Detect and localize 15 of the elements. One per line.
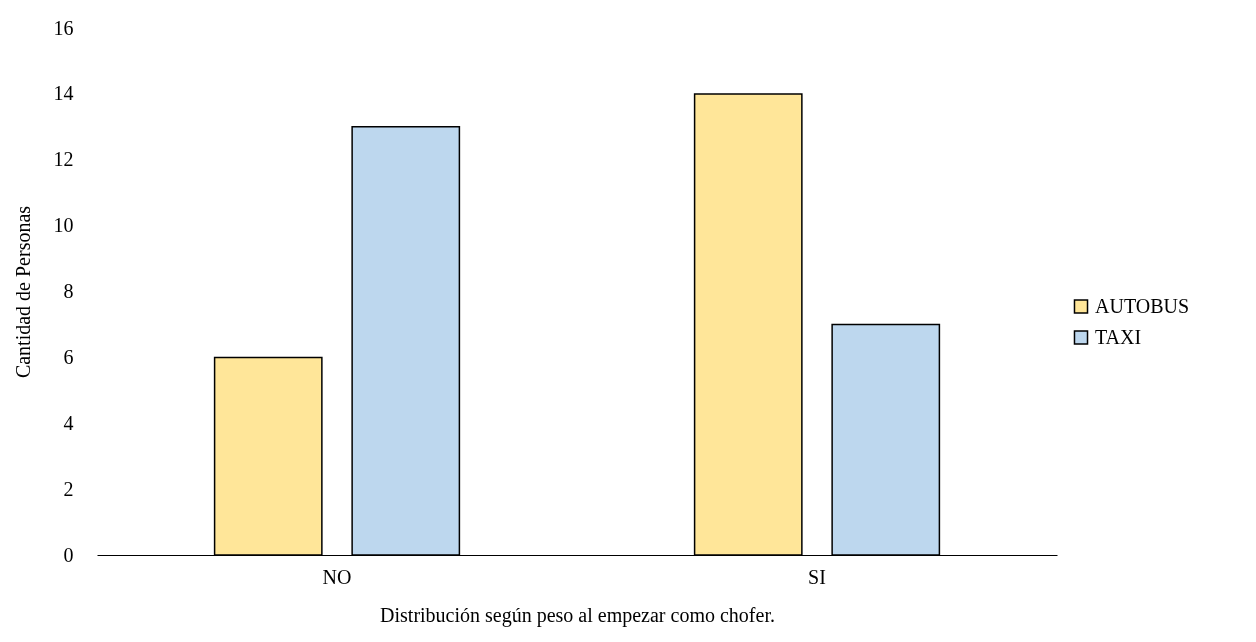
x-tick-label: NO: [322, 565, 352, 588]
y-tick-label: 8: [63, 280, 74, 302]
y-tick-label: 6: [63, 345, 74, 368]
y-tick-label: 2: [63, 477, 74, 500]
legend-label: AUTOBUS: [1095, 294, 1190, 317]
y-tick-label: 14: [53, 82, 74, 105]
y-tick-label: 4: [63, 411, 74, 434]
y-tick-label: 0: [63, 543, 74, 566]
y-axis-title: Cantidad de Personas: [11, 205, 34, 379]
x-tick-label: SI: [808, 565, 826, 588]
y-tick-label: 16: [53, 16, 74, 39]
x-axis-title: Distribución según peso al empezar como chofer.: [380, 603, 775, 627]
y-tick-label: 12: [53, 148, 74, 171]
legend-label: TAXI: [1095, 325, 1142, 348]
y-tick-label: 10: [53, 214, 74, 237]
